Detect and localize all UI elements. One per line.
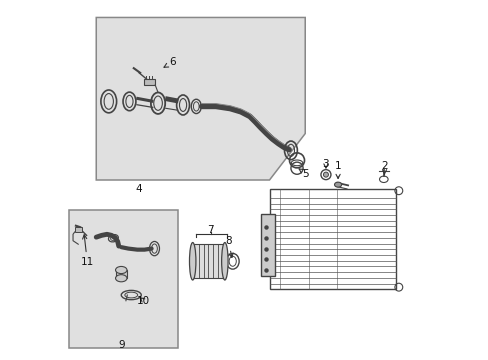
Text: 1: 1 [334,161,341,179]
Text: 7: 7 [207,225,213,235]
Bar [75,227,82,232]
Ellipse shape [221,243,227,280]
Text: 6: 6 [163,57,176,67]
Bar [69,210,178,348]
Bar [192,244,224,278]
Ellipse shape [323,172,328,177]
Polygon shape [96,18,305,180]
Ellipse shape [115,275,127,282]
Text: 2: 2 [381,161,387,174]
Text: 8: 8 [224,236,233,257]
Bar [269,189,395,289]
Text: 5: 5 [299,168,308,179]
Ellipse shape [334,182,341,187]
Text: 9: 9 [118,340,124,350]
Text: 11: 11 [81,235,94,267]
Text: 10: 10 [137,296,150,306]
Text: 3: 3 [322,159,328,169]
Bar [260,214,274,276]
Bar [144,78,155,85]
Text: 4: 4 [136,184,142,194]
Ellipse shape [189,243,196,280]
Ellipse shape [115,266,127,274]
Bar [115,270,127,278]
